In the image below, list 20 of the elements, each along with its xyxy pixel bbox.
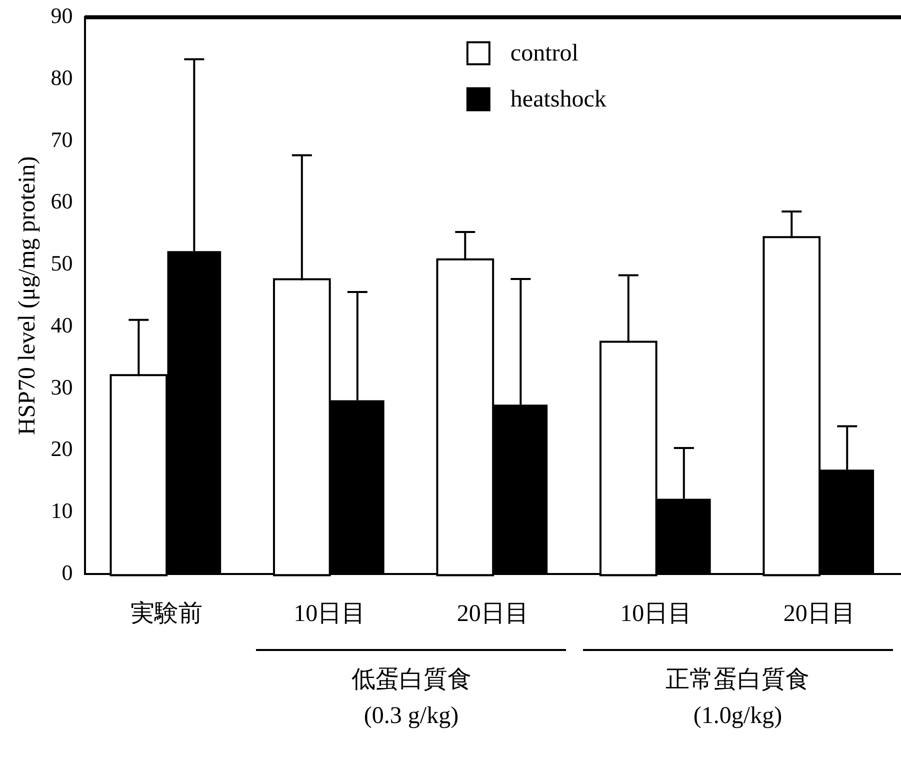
x-tick-label: 10日目 [294, 600, 366, 627]
y-tick-label: 0 [62, 560, 73, 585]
y-tick-label: 70 [50, 126, 73, 152]
x-tick-label: 20日目 [456, 600, 529, 627]
y-tick-label: 90 [50, 2, 73, 28]
y-tick-label: 20 [50, 436, 73, 462]
text: 正常蛋白質食 (1.0g/kg) [664, 666, 811, 732]
legend-label: control [510, 40, 579, 66]
y-tick-label: 10 [50, 498, 73, 524]
y-tick-label: 40 [50, 312, 73, 338]
y-axis-title: HSP70 level (μg/mg protein) [14, 156, 41, 436]
y-tick-label: 80 [50, 64, 73, 90]
x-tick-label: 10日目 [620, 600, 692, 627]
text: 低蛋白質食 (0.3 g/kg) [350, 666, 472, 732]
x-tick-label: 実験前 [130, 600, 202, 627]
y-tick-label: 50 [50, 250, 73, 276]
x-tick-label: 20日目 [783, 600, 856, 627]
legend-label: heatshock [510, 86, 606, 112]
y-tick-label: 30 [50, 374, 73, 400]
y-tick-label: 60 [50, 188, 73, 214]
